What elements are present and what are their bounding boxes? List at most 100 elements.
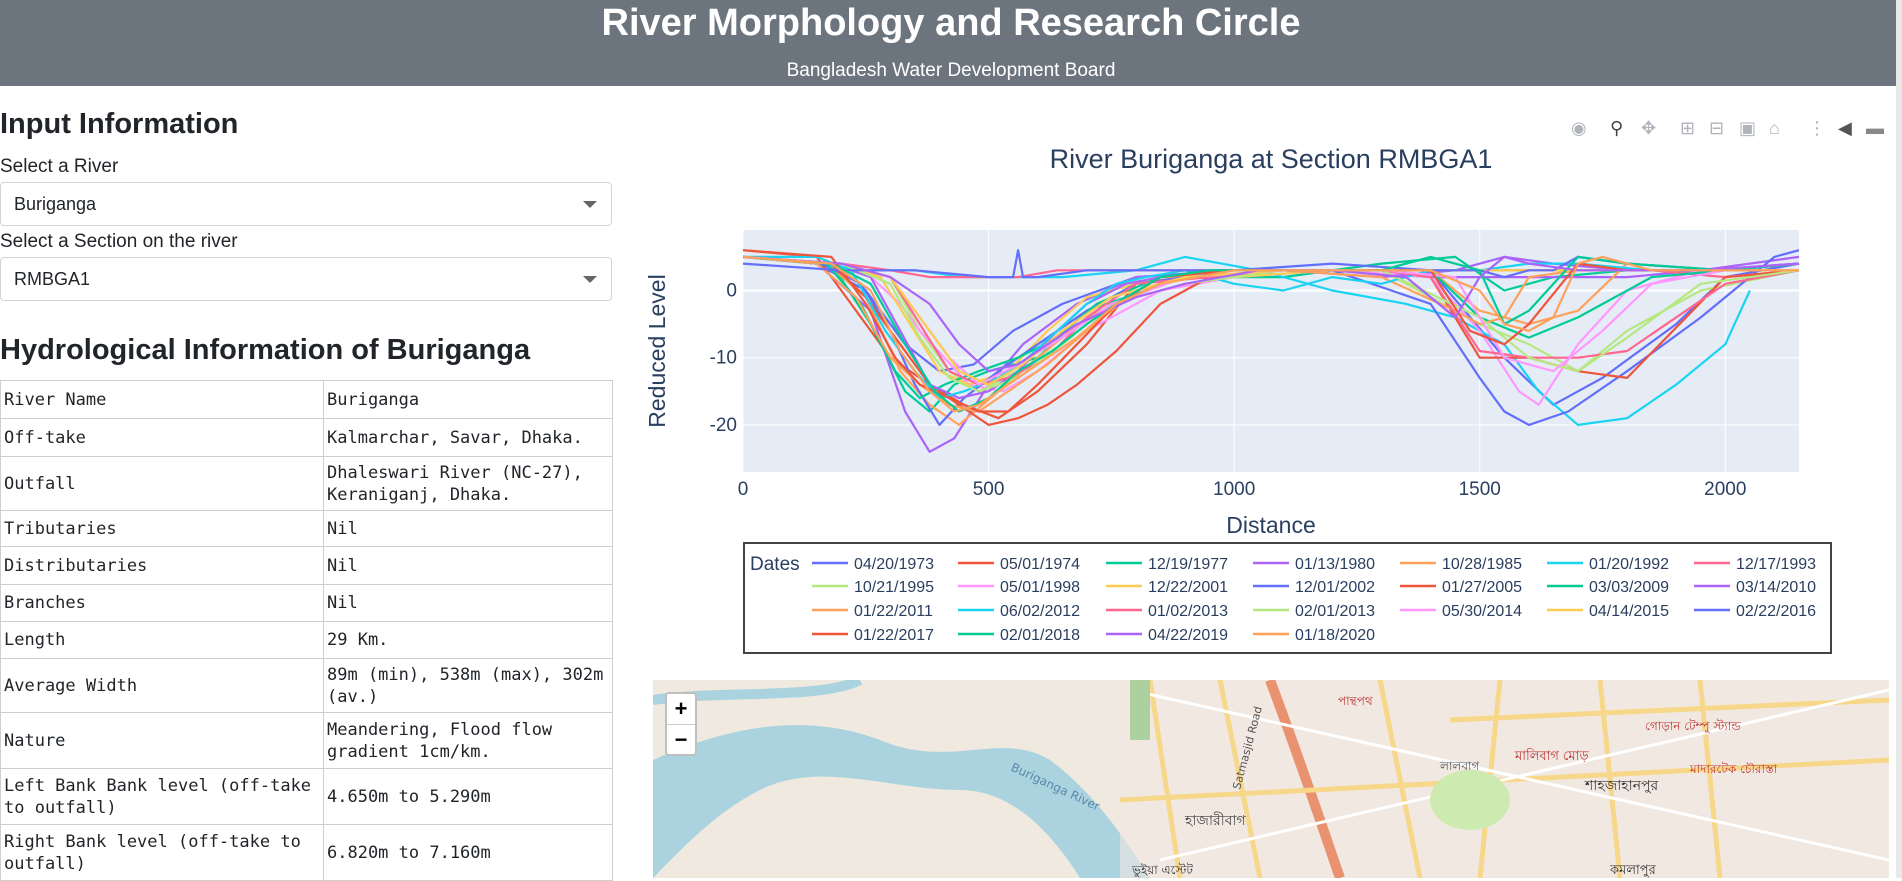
hydro-heading: Hydrological Information of Buriganga	[0, 334, 531, 366]
app-title: River Morphology and Research Circle	[601, 2, 1301, 44]
legend-item: 06/02/2012	[1000, 603, 1080, 620]
zoom-in-icon[interactable]: ⊞	[1680, 118, 1696, 138]
zoom-icon[interactable]: ⚲	[1610, 118, 1624, 138]
cross-section-chart[interactable]: 0 500 1000 1500 2000 0 -10 -20 River Buriganga a…	[630, 140, 1890, 660]
section-label: Select a Section on the river	[0, 231, 238, 252]
map-zoom-control: + −	[665, 692, 697, 756]
app-subtitle: Bangladesh Water Development Board	[786, 60, 1116, 81]
y-tick-label: 0	[726, 281, 737, 302]
river-label: Select a River	[0, 156, 119, 177]
table-key: Tributaries	[0, 510, 324, 547]
table-key: Branches	[0, 584, 324, 622]
app-header: River Morphology and Research Circle Ban…	[0, 0, 1902, 86]
legend-item: 10/21/1995	[854, 579, 934, 596]
park-area	[1430, 770, 1510, 830]
reset-axes-icon[interactable]: ⌂	[1769, 118, 1780, 138]
y-tick-label: -10	[710, 348, 737, 369]
legend-item: 12/17/1993	[1736, 556, 1816, 573]
x-tick-label: 0	[738, 479, 749, 500]
legend-item: 05/01/1974	[1000, 556, 1080, 573]
legend-item: 02/01/2013	[1295, 603, 1375, 620]
legend-item: 01/22/2017	[854, 627, 934, 644]
y-tick-label: -20	[710, 415, 737, 436]
legend-item: 03/03/2009	[1589, 579, 1669, 596]
hydro-table: River Name Buriganga Off-take Kalmarchar, S…	[0, 380, 613, 881]
map-label: ভুইয়া এস্টেট	[1131, 863, 1193, 878]
table-row: Branches Nil	[0, 584, 613, 622]
table-value: Nil	[323, 510, 613, 547]
table-row: Left Bank Bank level (off-take to outfal…	[0, 768, 613, 825]
table-key: Length	[0, 621, 324, 659]
legend-item: 03/14/2010	[1736, 579, 1816, 596]
legend-item: 05/30/2014	[1442, 603, 1522, 620]
pan-icon[interactable]: ✥	[1641, 118, 1657, 138]
legend-item: 01/18/2020	[1295, 627, 1375, 644]
autoscale-icon[interactable]: ▣	[1739, 118, 1757, 138]
table-row: Outfall Dhaleswari River (NC-27), Keranig…	[0, 456, 613, 511]
camera-icon[interactable]: ◉	[1571, 118, 1587, 138]
map[interactable]: Buriganga River হাজারীবাগ লালবাগ মালিবাগ…	[653, 680, 1889, 878]
river-water	[653, 725, 1150, 878]
legend-item: 12/19/1977	[1148, 556, 1228, 573]
river-select[interactable]: Buriganga	[0, 182, 612, 226]
hover-compare-icon[interactable]: ▬	[1866, 118, 1884, 138]
zoom-out-icon[interactable]: ⊟	[1709, 118, 1725, 138]
page-scrollbar[interactable]	[1896, 0, 1902, 878]
legend-item: 04/14/2015	[1589, 603, 1669, 620]
table-value: 89m (min), 538m (max), 302m (av.)	[323, 658, 613, 713]
table-value: 29 Km.	[323, 621, 613, 659]
map-label: মাদারটেক চৌরাস্তা	[1689, 762, 1778, 776]
y-axis-label: Reduced Level	[644, 274, 670, 427]
input-heading: Input Information	[0, 108, 239, 140]
legend-item: 10/28/1985	[1442, 556, 1522, 573]
legend-item: 04/22/2019	[1148, 627, 1228, 644]
series-line-03-03-2009	[742, 255, 1800, 400]
table-key: Distributaries	[0, 546, 324, 585]
table-key: Off-take	[0, 418, 324, 457]
map-label: গোড়ান টেম্পু স্ট্যান্ড	[1645, 719, 1741, 734]
legend-item: 01/20/1992	[1589, 556, 1669, 573]
table-key: River Name	[0, 380, 324, 419]
legend-title: Dates	[750, 554, 800, 575]
table-key: Average Width	[0, 658, 324, 713]
map-label: কমলাপুর	[1609, 863, 1657, 878]
legend-item: 01/22/2011	[854, 603, 933, 620]
table-value: 6.820m to 7.160m	[323, 824, 613, 881]
legend-item: 01/13/1980	[1295, 556, 1375, 573]
table-value: 4.650m to 5.290m	[323, 768, 613, 825]
map-zoom-out-button[interactable]: −	[674, 727, 688, 752]
map-zoom-in-button[interactable]: +	[667, 694, 695, 725]
table-value: Dhaleswari River (NC-27), Keraniganj, Dh…	[323, 456, 613, 511]
x-tick-label: 2000	[1704, 479, 1746, 500]
chart-title: River Buriganga at Section RMBGA1	[1050, 144, 1493, 174]
legend-item: 01/02/2013	[1148, 603, 1228, 620]
legend-item: 04/20/1973	[854, 556, 934, 573]
chevron-down-icon	[583, 201, 597, 208]
series-line-02-01-2018	[742, 255, 1800, 413]
legend-item: 12/01/2002	[1295, 579, 1375, 596]
table-key: Outfall	[0, 456, 324, 511]
table-row: Nature Meandering, Flood flow gradient 1c…	[0, 712, 613, 769]
table-value: Kalmarchar, Savar, Dhaka.	[323, 418, 613, 457]
map-label: হাজারীবাগ	[1184, 812, 1247, 829]
map-label: শাহজাহানপুর	[1584, 778, 1659, 794]
series-line-04-22-2019	[742, 255, 1800, 373]
legend-item: 01/27/2005	[1442, 579, 1522, 596]
table-row: Off-take Kalmarchar, Savar, Dhaka.	[0, 418, 613, 457]
table-row: Distributaries Nil	[0, 546, 613, 585]
x-axis-label: Distance	[1226, 512, 1315, 538]
section-select[interactable]: RMBGA1	[0, 257, 612, 301]
map-label: মালিবাগ মোড়	[1514, 748, 1589, 764]
x-tick-label: 1000	[1213, 479, 1255, 500]
x-tick-label: 1500	[1459, 479, 1501, 500]
main-road	[1265, 680, 1345, 878]
legend-item: 12/22/2001	[1148, 579, 1228, 596]
table-value: Meandering, Flood flow gradient 1cm/km.	[323, 712, 613, 769]
spike-lines-icon[interactable]: ⋮	[1808, 118, 1826, 138]
table-row: Average Width 89m (min), 538m (max), 302m…	[0, 658, 613, 713]
table-key: Nature	[0, 712, 324, 769]
hover-closest-icon[interactable]: ◀	[1838, 118, 1852, 138]
series-line-03-14-2010	[742, 255, 1800, 400]
green-area	[1130, 680, 1150, 740]
series-line-01-18-2020	[742, 255, 1799, 413]
